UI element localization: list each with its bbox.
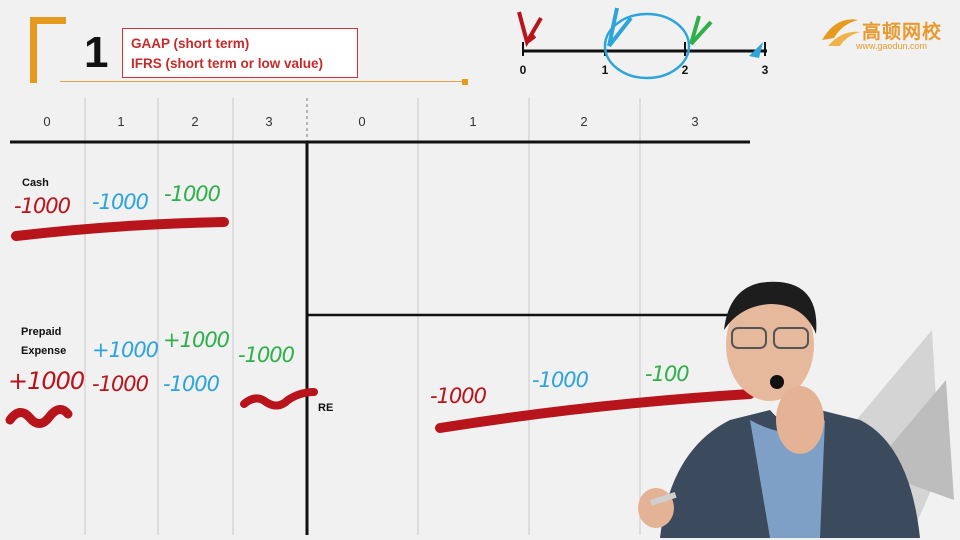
prepaid-entry-top-1: +1000 bbox=[92, 338, 159, 362]
left-header-2: 2 bbox=[191, 114, 199, 129]
presenter-hair bbox=[724, 281, 817, 334]
row-label-cash: Cash bbox=[22, 177, 49, 189]
microphone-icon bbox=[770, 375, 784, 389]
row-label-prepaid-expense: Prepaid Expense bbox=[21, 326, 67, 357]
right-header-1: 1 bbox=[469, 114, 477, 129]
presenter-video bbox=[638, 281, 954, 538]
glasses-icon bbox=[731, 327, 767, 349]
prepaid-entry-top-2: +1000 bbox=[163, 328, 230, 352]
title-underline-dot bbox=[462, 79, 468, 85]
gaodun-logo-icon bbox=[822, 19, 860, 46]
blue-circle-mark bbox=[603, 12, 691, 80]
timeline-label-0: 0 bbox=[519, 63, 527, 77]
prepaid-scribble bbox=[5, 405, 73, 428]
timeline-label-2: 2 bbox=[681, 63, 689, 77]
gaap-note: GAAP (short term) bbox=[131, 36, 250, 51]
re-entry-3: -100 bbox=[645, 362, 690, 386]
ifrs-note: IFRS (short term or low value) bbox=[131, 56, 324, 71]
prepaid-entry-top-3: -1000 bbox=[238, 343, 295, 367]
blue-small-mark bbox=[749, 42, 763, 58]
prepaid-entry-bottom-1: -1000 bbox=[92, 372, 149, 396]
re-pointer-scribble bbox=[240, 388, 318, 410]
left-header-1: 1 bbox=[117, 114, 125, 129]
standards-note-box: GAAP (short term) IFRS (short term or lo… bbox=[122, 28, 358, 78]
title-underline bbox=[60, 81, 465, 82]
red-check-mark bbox=[517, 11, 543, 48]
timeline-sketch bbox=[517, 7, 767, 80]
timeline-label-1: 1 bbox=[601, 63, 609, 77]
logo-name: 高顿网校 bbox=[862, 22, 943, 43]
prepaid-entry-bottom-0: +1000 bbox=[8, 367, 85, 395]
slide-number: 1 bbox=[84, 28, 109, 77]
re-total-strike bbox=[435, 389, 755, 433]
left-header-0: 0 bbox=[43, 114, 51, 129]
cash-entry-2: -1000 bbox=[164, 182, 221, 206]
cash-entry-0: -1000 bbox=[14, 194, 71, 218]
cash-total-strike bbox=[11, 217, 229, 241]
left-header-3: 3 bbox=[265, 114, 273, 129]
pen-icon bbox=[650, 491, 677, 506]
presenter-hand bbox=[776, 386, 824, 454]
re-entry-2: -1000 bbox=[532, 368, 589, 392]
title-bracket bbox=[30, 17, 66, 83]
re-entry-1: -1000 bbox=[430, 384, 487, 408]
cash-entry-1: -1000 bbox=[92, 190, 149, 214]
blue-arrow-mark bbox=[607, 7, 633, 48]
timeline-label-3: 3 bbox=[761, 63, 769, 77]
green-check-mark bbox=[689, 15, 713, 46]
prepaid-entry-bottom-2: -1000 bbox=[163, 372, 220, 396]
right-header-0: 0 bbox=[358, 114, 366, 129]
row-label-re: RE bbox=[318, 402, 334, 414]
right-header-2: 2 bbox=[580, 114, 588, 129]
right-header-3: 3 bbox=[691, 114, 699, 129]
logo-url: www.gaodun.com bbox=[856, 41, 928, 51]
presenter-face bbox=[726, 289, 814, 401]
